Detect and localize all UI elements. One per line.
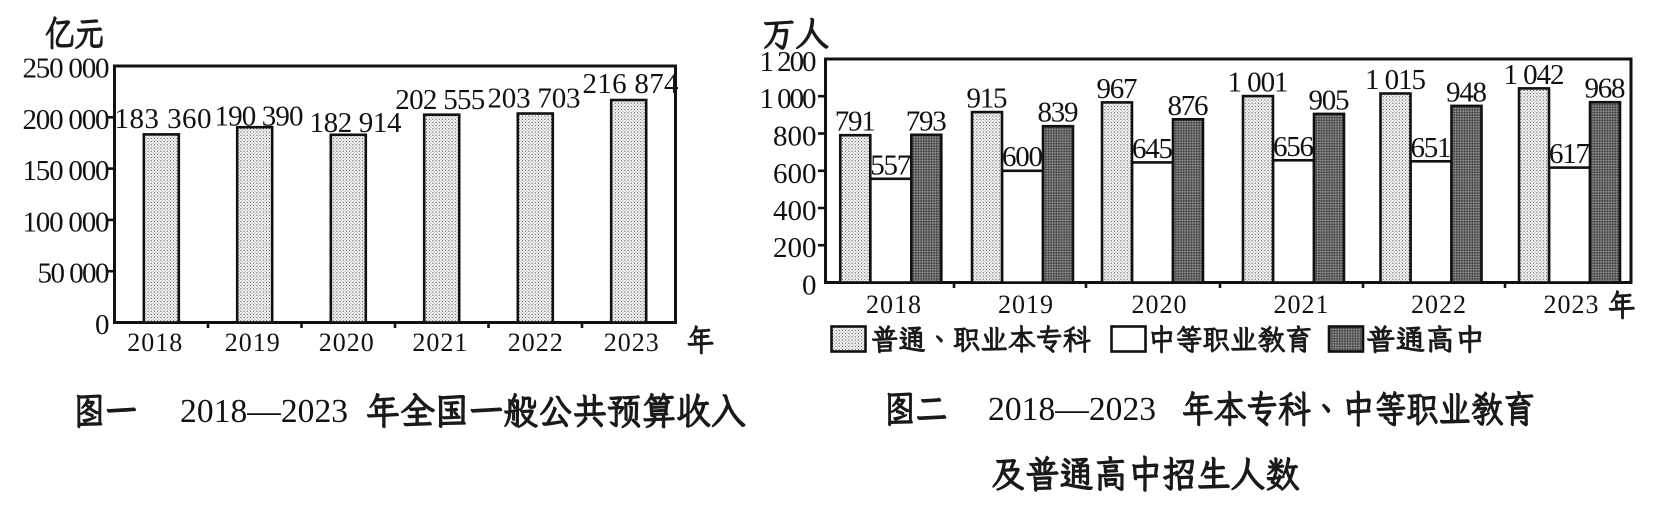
svg-text:2023: 2023: [604, 328, 659, 357]
svg-text:203 703: 203 703: [488, 83, 581, 115]
svg-text:150 000: 150 000: [23, 155, 110, 187]
svg-text:0: 0: [95, 309, 110, 341]
svg-text:876: 876: [1168, 90, 1209, 122]
svg-text:100 000: 100 000: [23, 206, 110, 238]
svg-text:967: 967: [1097, 73, 1138, 105]
svg-text:2022: 2022: [1411, 290, 1466, 319]
svg-text:2018: 2018: [127, 328, 182, 357]
svg-text:1 000: 1 000: [760, 83, 817, 115]
svg-text:645: 645: [1132, 133, 1173, 165]
svg-text:905: 905: [1309, 84, 1350, 116]
svg-text:2018: 2018: [866, 290, 921, 319]
svg-text:948: 948: [1446, 76, 1487, 108]
svg-text:1 200: 1 200: [760, 46, 817, 78]
svg-text:2018—2023: 2018—2023: [180, 393, 348, 430]
svg-text:600: 600: [773, 158, 817, 190]
svg-text:557: 557: [870, 149, 911, 181]
svg-text:839: 839: [1038, 97, 1079, 129]
svg-text:793: 793: [906, 105, 947, 137]
svg-text:800: 800: [773, 121, 817, 153]
svg-text:2022: 2022: [508, 328, 563, 357]
svg-text:968: 968: [1585, 73, 1626, 105]
svg-text:0: 0: [802, 270, 817, 302]
svg-text:2020: 2020: [1132, 290, 1187, 319]
svg-text:656: 656: [1273, 131, 1314, 163]
svg-text:651: 651: [1411, 132, 1452, 164]
svg-text:50 000: 50 000: [38, 258, 110, 290]
svg-text:600: 600: [1002, 141, 1043, 173]
svg-text:250 000: 250 000: [23, 53, 110, 85]
svg-text:200: 200: [773, 232, 817, 264]
svg-text:202 555: 202 555: [395, 84, 485, 116]
svg-text:2023: 2023: [1544, 290, 1599, 319]
svg-text:400: 400: [773, 195, 817, 227]
svg-text:2021: 2021: [412, 328, 467, 357]
svg-text:617: 617: [1549, 138, 1590, 170]
svg-text:915: 915: [967, 83, 1008, 115]
svg-text:2019: 2019: [225, 328, 280, 357]
svg-text:1 015: 1 015: [1365, 64, 1426, 96]
svg-text:2019: 2019: [998, 290, 1053, 319]
svg-text:183 360: 183 360: [115, 103, 212, 135]
svg-text:791: 791: [835, 106, 876, 138]
svg-text:190 390: 190 390: [215, 101, 304, 133]
svg-text:2021: 2021: [1274, 290, 1329, 319]
svg-text:2020: 2020: [319, 328, 374, 357]
svg-text:1 001: 1 001: [1228, 67, 1289, 99]
svg-text:200 000: 200 000: [23, 104, 110, 136]
svg-text:182 914: 182 914: [310, 107, 403, 139]
svg-text:1 042: 1 042: [1504, 59, 1565, 91]
svg-text:216 874: 216 874: [583, 68, 680, 100]
svg-text:2018—2023: 2018—2023: [988, 391, 1156, 428]
